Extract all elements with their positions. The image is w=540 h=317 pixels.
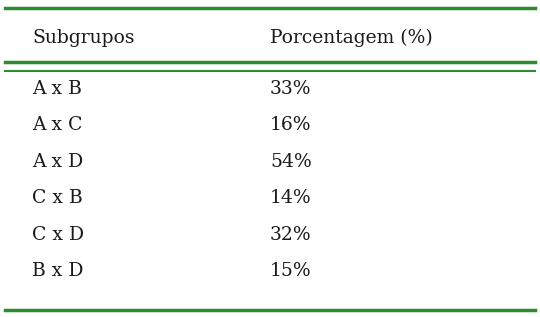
Text: 33%: 33%: [270, 80, 312, 98]
Text: 14%: 14%: [270, 189, 312, 207]
Text: 32%: 32%: [270, 226, 312, 243]
Text: A x D: A x D: [32, 153, 84, 171]
Text: B x D: B x D: [32, 262, 84, 280]
Text: 16%: 16%: [270, 116, 312, 134]
Text: C x B: C x B: [32, 189, 83, 207]
Text: 15%: 15%: [270, 262, 312, 280]
Text: A x C: A x C: [32, 116, 83, 134]
Text: A x B: A x B: [32, 80, 82, 98]
Text: C x D: C x D: [32, 226, 85, 243]
Text: Porcentagem (%): Porcentagem (%): [270, 29, 433, 47]
Text: Subgrupos: Subgrupos: [32, 29, 135, 47]
Text: 54%: 54%: [270, 153, 312, 171]
